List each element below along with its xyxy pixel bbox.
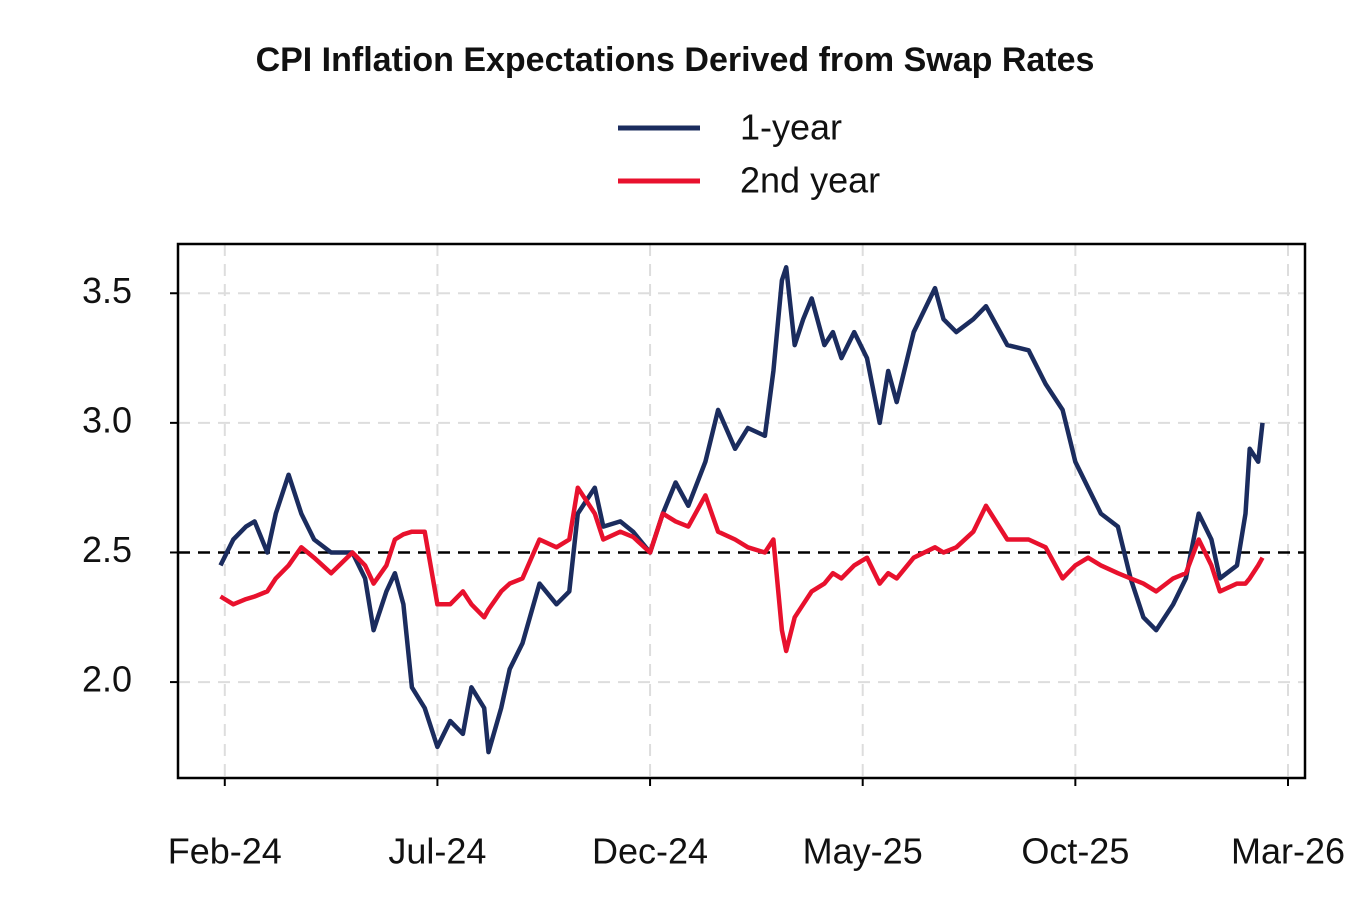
data-line <box>218 265 1265 755</box>
x-tick-label: Feb-24 <box>168 831 282 872</box>
data-line <box>219 485 1265 654</box>
y-tick-label: 2.0 <box>82 659 132 700</box>
plot-frame <box>176 242 1307 780</box>
x-tick-label: Dec-24 <box>592 831 708 872</box>
y-tick-label: 2.5 <box>82 529 132 570</box>
x-tick-label: May-25 <box>803 831 923 872</box>
x-tick-label: Oct-25 <box>1021 831 1129 872</box>
chart-title: CPI Inflation Expectations Derived from … <box>256 41 1095 79</box>
y-tick-label: 3.0 <box>82 399 132 440</box>
x-tick-label: Jul-24 <box>388 831 486 872</box>
legend-label: 1-year <box>740 107 842 148</box>
y-tick-label: 3.5 <box>82 270 132 311</box>
x-tick-label: Mar-26 <box>1231 831 1345 872</box>
legend-label: 2nd year <box>740 160 880 201</box>
